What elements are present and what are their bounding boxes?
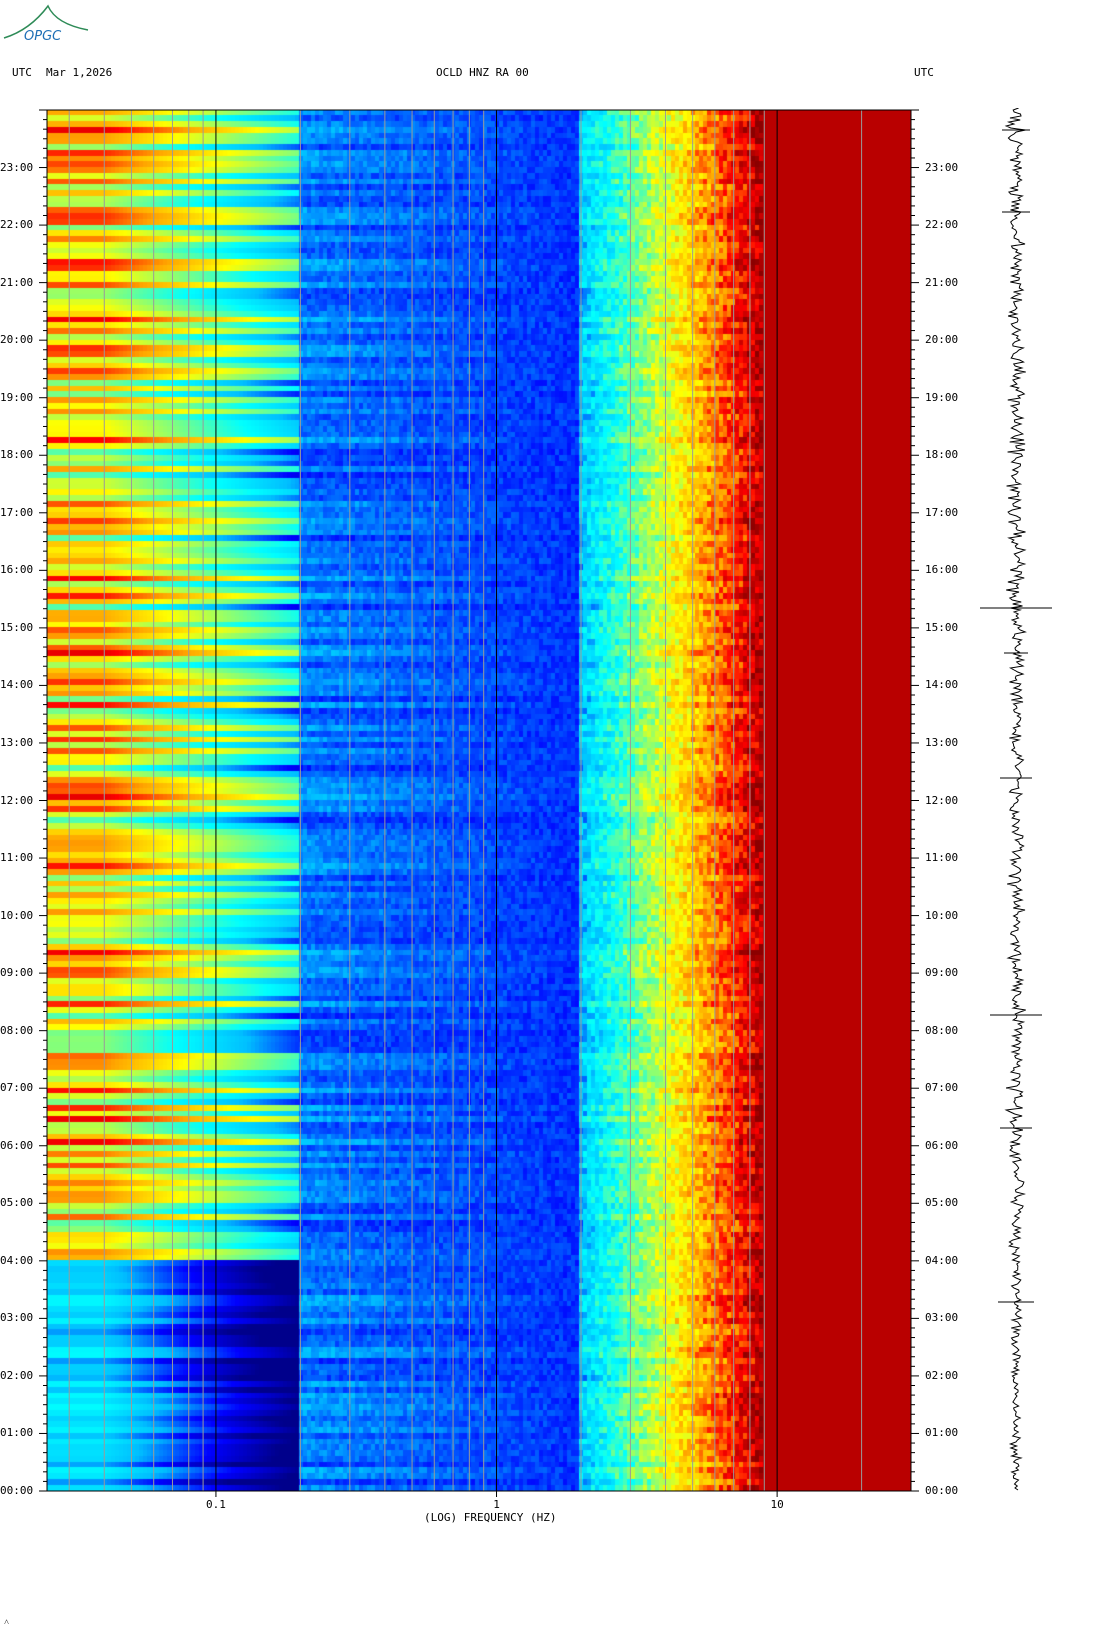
spectrogram-image xyxy=(47,110,911,1491)
y-tick-label-left: 08:00 xyxy=(0,1023,34,1037)
y-tick-label-left: 22:00 xyxy=(0,218,34,232)
y-tick-label-right: 06:00 xyxy=(925,1138,959,1152)
y-tick-label-right: 20:00 xyxy=(925,333,959,347)
y-tick-label-left: 19:00 xyxy=(0,390,34,404)
utc-label-right: UTC xyxy=(914,66,934,79)
footer-mark: ˄ xyxy=(4,1618,10,1628)
y-tick-label-left: 11:00 xyxy=(0,851,34,865)
y-tick-label-right: 16:00 xyxy=(925,563,959,577)
y-tick-label-right: 01:00 xyxy=(925,1426,959,1440)
y-tick-label-right: 22:00 xyxy=(925,218,959,232)
y-tick-label-left: 01:00 xyxy=(0,1426,34,1440)
spectrogram-chart xyxy=(39,109,919,1497)
opgc-logo: OPGC xyxy=(3,4,89,44)
y-tick-label-right: 09:00 xyxy=(925,966,959,980)
y-tick-label-right: 07:00 xyxy=(925,1081,959,1095)
y-tick-label-left: 00:00 xyxy=(0,1484,34,1497)
y-tick-label-right: 19:00 xyxy=(925,390,959,404)
y-tick-label-left: 14:00 xyxy=(0,678,34,692)
y-tick-label-left: 18:00 xyxy=(0,448,34,462)
y-tick-label-right: 21:00 xyxy=(925,275,959,289)
y-tick-label-left: 02:00 xyxy=(0,1368,34,1382)
y-tick-label-right: 04:00 xyxy=(925,1253,959,1267)
x-tick-label: 1 xyxy=(493,1498,500,1511)
logo-text: OPGC xyxy=(24,29,62,44)
y-tick-label-left: 16:00 xyxy=(0,563,34,577)
y-tick-label-right: 15:00 xyxy=(925,620,959,634)
y-tick-label-left: 12:00 xyxy=(0,793,34,807)
y-tick-label-right: 12:00 xyxy=(925,793,959,807)
y-tick-label-left: 15:00 xyxy=(0,620,34,634)
y-tick-label-right: 23:00 xyxy=(925,160,959,174)
y-tick-label-left: 04:00 xyxy=(0,1253,34,1267)
y-tick-label-right: 00:00 xyxy=(925,1484,959,1497)
y-tick-label-left: 10:00 xyxy=(0,908,34,922)
y-tick-label-left: 03:00 xyxy=(0,1311,34,1325)
y-tick-label-left: 06:00 xyxy=(0,1138,34,1152)
utc-label-left: UTC xyxy=(12,66,32,79)
y-tick-label-left: 21:00 xyxy=(0,275,34,289)
y-tick-label-left: 17:00 xyxy=(0,505,34,519)
x-axis-label: (LOG) FREQUENCY (HZ) xyxy=(424,1511,557,1524)
y-tick-label-left: 07:00 xyxy=(0,1081,34,1095)
station-title: OCLD HNZ RA 00 xyxy=(436,66,529,79)
y-tick-label-left: 23:00 xyxy=(0,160,34,174)
seismogram-trace xyxy=(980,108,1052,1491)
y-tick-label-right: 03:00 xyxy=(925,1311,959,1325)
x-tick-label: 0.1 xyxy=(206,1498,226,1511)
y-tick-label-right: 11:00 xyxy=(925,851,959,865)
x-tick-label: 10 xyxy=(770,1498,784,1511)
y-tick-label-right: 17:00 xyxy=(925,505,959,519)
date-label: Mar 1,2026 xyxy=(46,66,113,79)
y-tick-label-right: 18:00 xyxy=(925,448,959,462)
y-tick-label-left: 20:00 xyxy=(0,333,34,347)
y-tick-label-right: 05:00 xyxy=(925,1196,959,1210)
y-tick-label-right: 13:00 xyxy=(925,735,959,749)
y-tick-label-right: 10:00 xyxy=(925,908,959,922)
y-tick-label-left: 05:00 xyxy=(0,1196,34,1210)
y-tick-label-right: 14:00 xyxy=(925,678,959,692)
y-tick-label-left: 09:00 xyxy=(0,966,34,980)
y-tick-label-right: 02:00 xyxy=(925,1368,959,1382)
y-tick-label-left: 13:00 xyxy=(0,735,34,749)
seismogram-waveform xyxy=(1004,108,1027,1491)
y-tick-label-right: 08:00 xyxy=(925,1023,959,1037)
